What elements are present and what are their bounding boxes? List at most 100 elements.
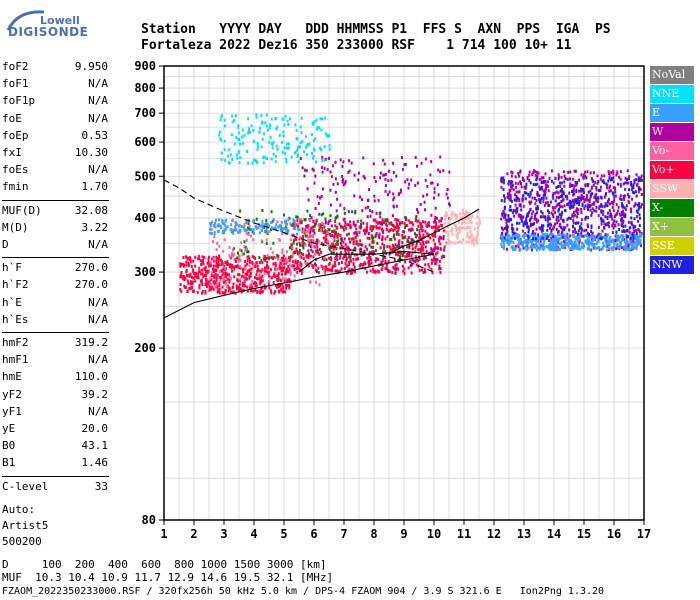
data-point: [501, 240, 504, 244]
data-point: [444, 221, 447, 225]
data-point: [182, 263, 185, 267]
data-point: [583, 229, 586, 233]
data-point: [301, 268, 304, 272]
data-point: [342, 240, 345, 244]
data-point: [502, 215, 505, 219]
data-point: [323, 267, 326, 271]
data-point: [529, 224, 532, 228]
data-point: [277, 257, 280, 261]
data-point: [517, 190, 520, 194]
data-point: [256, 267, 259, 271]
data-point: [546, 184, 549, 188]
data-point: [359, 251, 362, 255]
data-point: [563, 228, 566, 232]
data-point: [631, 197, 634, 201]
data-point: [575, 207, 578, 211]
data-point: [394, 218, 397, 222]
data-point: [275, 285, 278, 289]
data-point: [554, 191, 557, 195]
data-point: [603, 222, 606, 226]
data-point: [518, 203, 521, 207]
data-point: [430, 181, 433, 185]
data-point: [386, 245, 389, 249]
data-point: [343, 253, 346, 257]
data-point: [623, 230, 626, 234]
data-point: [503, 205, 506, 209]
data-point: [329, 234, 332, 238]
data-point: [305, 153, 308, 157]
data-point: [372, 162, 375, 166]
data-point: [572, 218, 575, 222]
data-point: [293, 239, 296, 243]
data-point: [318, 226, 321, 230]
data-point: [354, 223, 357, 227]
data-point: [445, 242, 448, 246]
data-point: [528, 170, 531, 174]
data-point: [384, 250, 387, 254]
data-point: [299, 243, 302, 247]
data-point: [360, 225, 363, 229]
data-point: [586, 223, 589, 227]
data-point: [438, 259, 441, 263]
data-point: [284, 259, 287, 263]
data-point: [447, 231, 450, 235]
data-point: [270, 117, 273, 121]
data-point: [330, 224, 333, 228]
data-point: [615, 173, 618, 177]
data-point: [333, 261, 336, 265]
data-point: [640, 244, 643, 248]
data-point: [507, 192, 510, 196]
data-point: [445, 211, 448, 215]
data-point: [566, 194, 569, 198]
data-point: [591, 202, 594, 206]
data-point: [580, 198, 583, 202]
data-point: [434, 226, 437, 230]
data-point: [231, 269, 234, 273]
data-point: [506, 172, 509, 176]
data-point: [253, 255, 256, 259]
data-point: [262, 226, 265, 230]
data-point: [636, 203, 639, 207]
data-point: [563, 204, 566, 208]
data-point: [397, 233, 400, 237]
data-point: [587, 235, 590, 239]
data-point: [552, 208, 555, 212]
data-point: [604, 223, 607, 227]
data-point: [272, 140, 275, 144]
data-point: [583, 207, 586, 211]
data-point: [631, 243, 634, 247]
data-point: [197, 254, 200, 258]
data-point: [537, 171, 540, 175]
data-point: [283, 279, 286, 283]
data-point: [612, 226, 615, 230]
data-point: [513, 231, 516, 235]
data-point: [214, 218, 217, 222]
data-point: [325, 258, 328, 262]
data-point: [548, 203, 551, 207]
data-point: [430, 268, 433, 272]
data-point: [603, 181, 606, 185]
data-point: [543, 246, 546, 250]
data-point: [349, 220, 352, 224]
data-point: [276, 125, 279, 129]
param-row-foe: foE N/A: [2, 112, 108, 126]
data-point: [276, 267, 279, 271]
data-point: [309, 244, 312, 248]
data-point: [551, 213, 554, 217]
data-point: [421, 229, 424, 233]
data-point: [577, 221, 580, 225]
data-point: [461, 237, 464, 241]
data-point: [230, 223, 233, 227]
data-point: [214, 281, 217, 285]
data-point: [344, 243, 347, 247]
data-point: [533, 196, 536, 200]
data-point: [521, 242, 524, 246]
data-point: [392, 198, 395, 202]
data-point: [344, 255, 347, 259]
data-point: [327, 156, 330, 160]
data-point: [634, 234, 637, 238]
data-point: [307, 235, 310, 239]
data-point: [620, 234, 623, 238]
data-point: [599, 216, 602, 220]
